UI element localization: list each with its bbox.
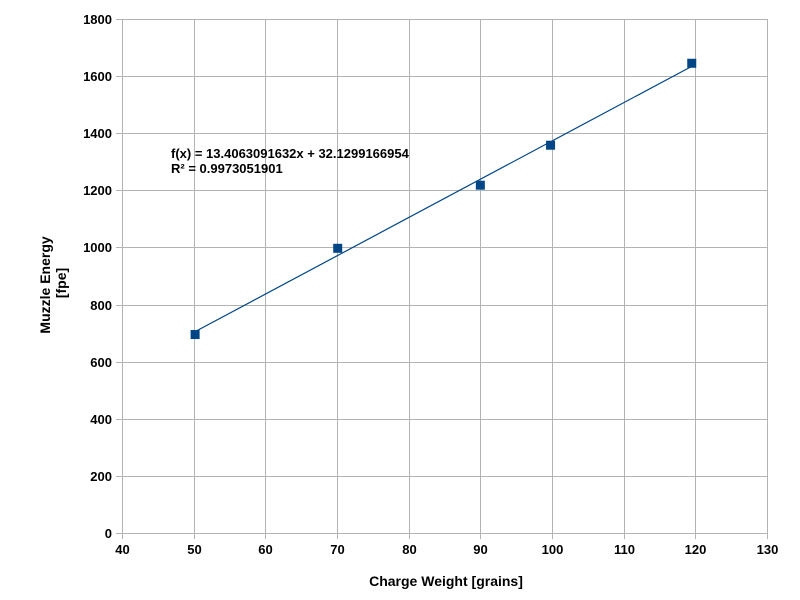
- y-tick-label: 1800: [83, 12, 112, 27]
- y-tick-label: 1400: [83, 126, 112, 141]
- y-tick-label: 1200: [83, 183, 112, 198]
- y-tick-label: 1600: [83, 69, 112, 84]
- grid-layer: [122, 19, 768, 534]
- axis-layer: [116, 19, 768, 539]
- y-tick-label: 0: [105, 526, 112, 541]
- x-axis-title: Charge Weight [grains]: [369, 573, 523, 589]
- plot-area-border: [122, 19, 768, 534]
- trendline-equation: f(x) = 13.4063091632x + 32.1299166954: [171, 146, 410, 161]
- trendline-r-squared: R² = 0.9973051901: [171, 161, 283, 176]
- y-tick-label: 1000: [83, 240, 112, 255]
- data-point-layer: [190, 58, 697, 340]
- x-tick-label: 60: [258, 542, 272, 557]
- x-tick-label: 70: [330, 542, 344, 557]
- x-tick-label: 40: [115, 542, 129, 557]
- linear-trendline: [194, 65, 693, 333]
- x-tick-label: 110: [614, 542, 635, 557]
- data-point: [475, 180, 485, 190]
- y-axis-title: Muzzle Energy [fpe]: [37, 232, 69, 333]
- y-tick-label: 400: [90, 412, 112, 427]
- tick-label-layer: 40 50 60 70 80 90 100 110 120 130 0 200 400 600 800 100…: [83, 12, 778, 557]
- x-tick-label: 130: [757, 542, 779, 557]
- data-point: [190, 330, 200, 340]
- data-point: [333, 243, 343, 253]
- y-axis-title-line-2: [fpe]: [53, 268, 69, 298]
- y-tick-label: 800: [90, 298, 112, 313]
- x-tick-label: 80: [402, 542, 416, 557]
- x-tick-label: 120: [685, 542, 707, 557]
- y-tick-label: 600: [90, 355, 112, 370]
- trendline-layer: [194, 65, 693, 333]
- x-tick-label: 100: [542, 542, 564, 557]
- data-point: [687, 58, 697, 68]
- x-tick-label: 90: [473, 542, 487, 557]
- y-axis-title-line-1: Muzzle Energy: [37, 236, 53, 333]
- x-tick-label: 50: [187, 542, 201, 557]
- y-tick-label: 200: [90, 469, 112, 484]
- data-point: [546, 140, 556, 150]
